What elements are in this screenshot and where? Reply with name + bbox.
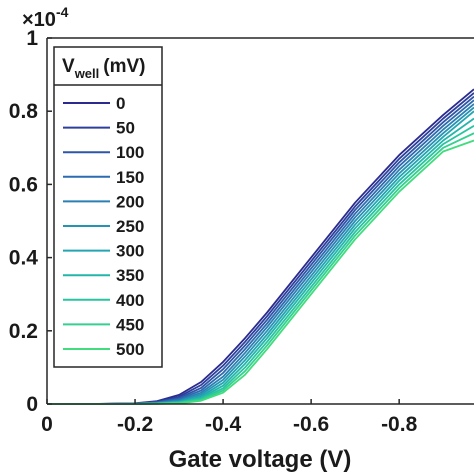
legend-label: 200 [116, 192, 144, 211]
y-tick-label: 0.4 [9, 247, 39, 270]
x-tick-label: 0 [41, 413, 53, 436]
legend-label: 350 [116, 266, 144, 285]
legend-label: 450 [116, 315, 144, 334]
legend-label: 300 [116, 242, 144, 261]
legend-label: 0 [116, 94, 125, 113]
legend-box [53, 46, 163, 368]
legend-entries: 0 50 100 150 200 250 300 350 400 450 500 [63, 94, 144, 359]
y-tick-label: 1 [26, 27, 38, 50]
x-ticks: 0 -0.2 -0.4 -0.6 -0.8 [41, 399, 418, 436]
y-tick-label: 0.2 [9, 320, 38, 343]
y-tick-label: 0.8 [9, 100, 39, 123]
x-axis-title: Gate voltage (V) [169, 446, 352, 473]
x-tick-label: -0.6 [293, 413, 329, 436]
plot-area: 0 -0.2 -0.4 -0.6 -0.8 0 0.2 0.4 0.6 0.8 1 [9, 27, 474, 436]
legend-title-sub: well [74, 66, 100, 81]
y-multiplier-base: ×10 [22, 9, 56, 31]
legend-label: 50 [116, 119, 135, 138]
legend-label: 500 [116, 340, 144, 359]
legend: Vwell (mV) 0 50 100 150 200 250 300 350 400 450 500 [53, 46, 163, 368]
x-tick-label: -0.8 [381, 413, 418, 436]
legend-title-unit: (mV) [103, 56, 145, 77]
legend-label: 250 [116, 217, 144, 236]
y-tick-label: 0.6 [9, 173, 38, 196]
legend-title-main: V [62, 56, 75, 77]
y-ticks: 0 0.2 0.4 0.6 0.8 1 [9, 27, 52, 416]
y-multiplier: ×10-4 [22, 4, 69, 31]
y-tick-label: 0 [26, 393, 38, 416]
x-tick-label: -0.2 [117, 413, 153, 436]
y-multiplier-exponent: -4 [56, 4, 69, 20]
legend-label: 150 [116, 168, 144, 187]
legend-title: Vwell (mV) [62, 56, 146, 81]
legend-label: 400 [116, 291, 144, 310]
legend-label: 100 [116, 143, 144, 162]
x-tick-label: -0.4 [205, 413, 242, 436]
